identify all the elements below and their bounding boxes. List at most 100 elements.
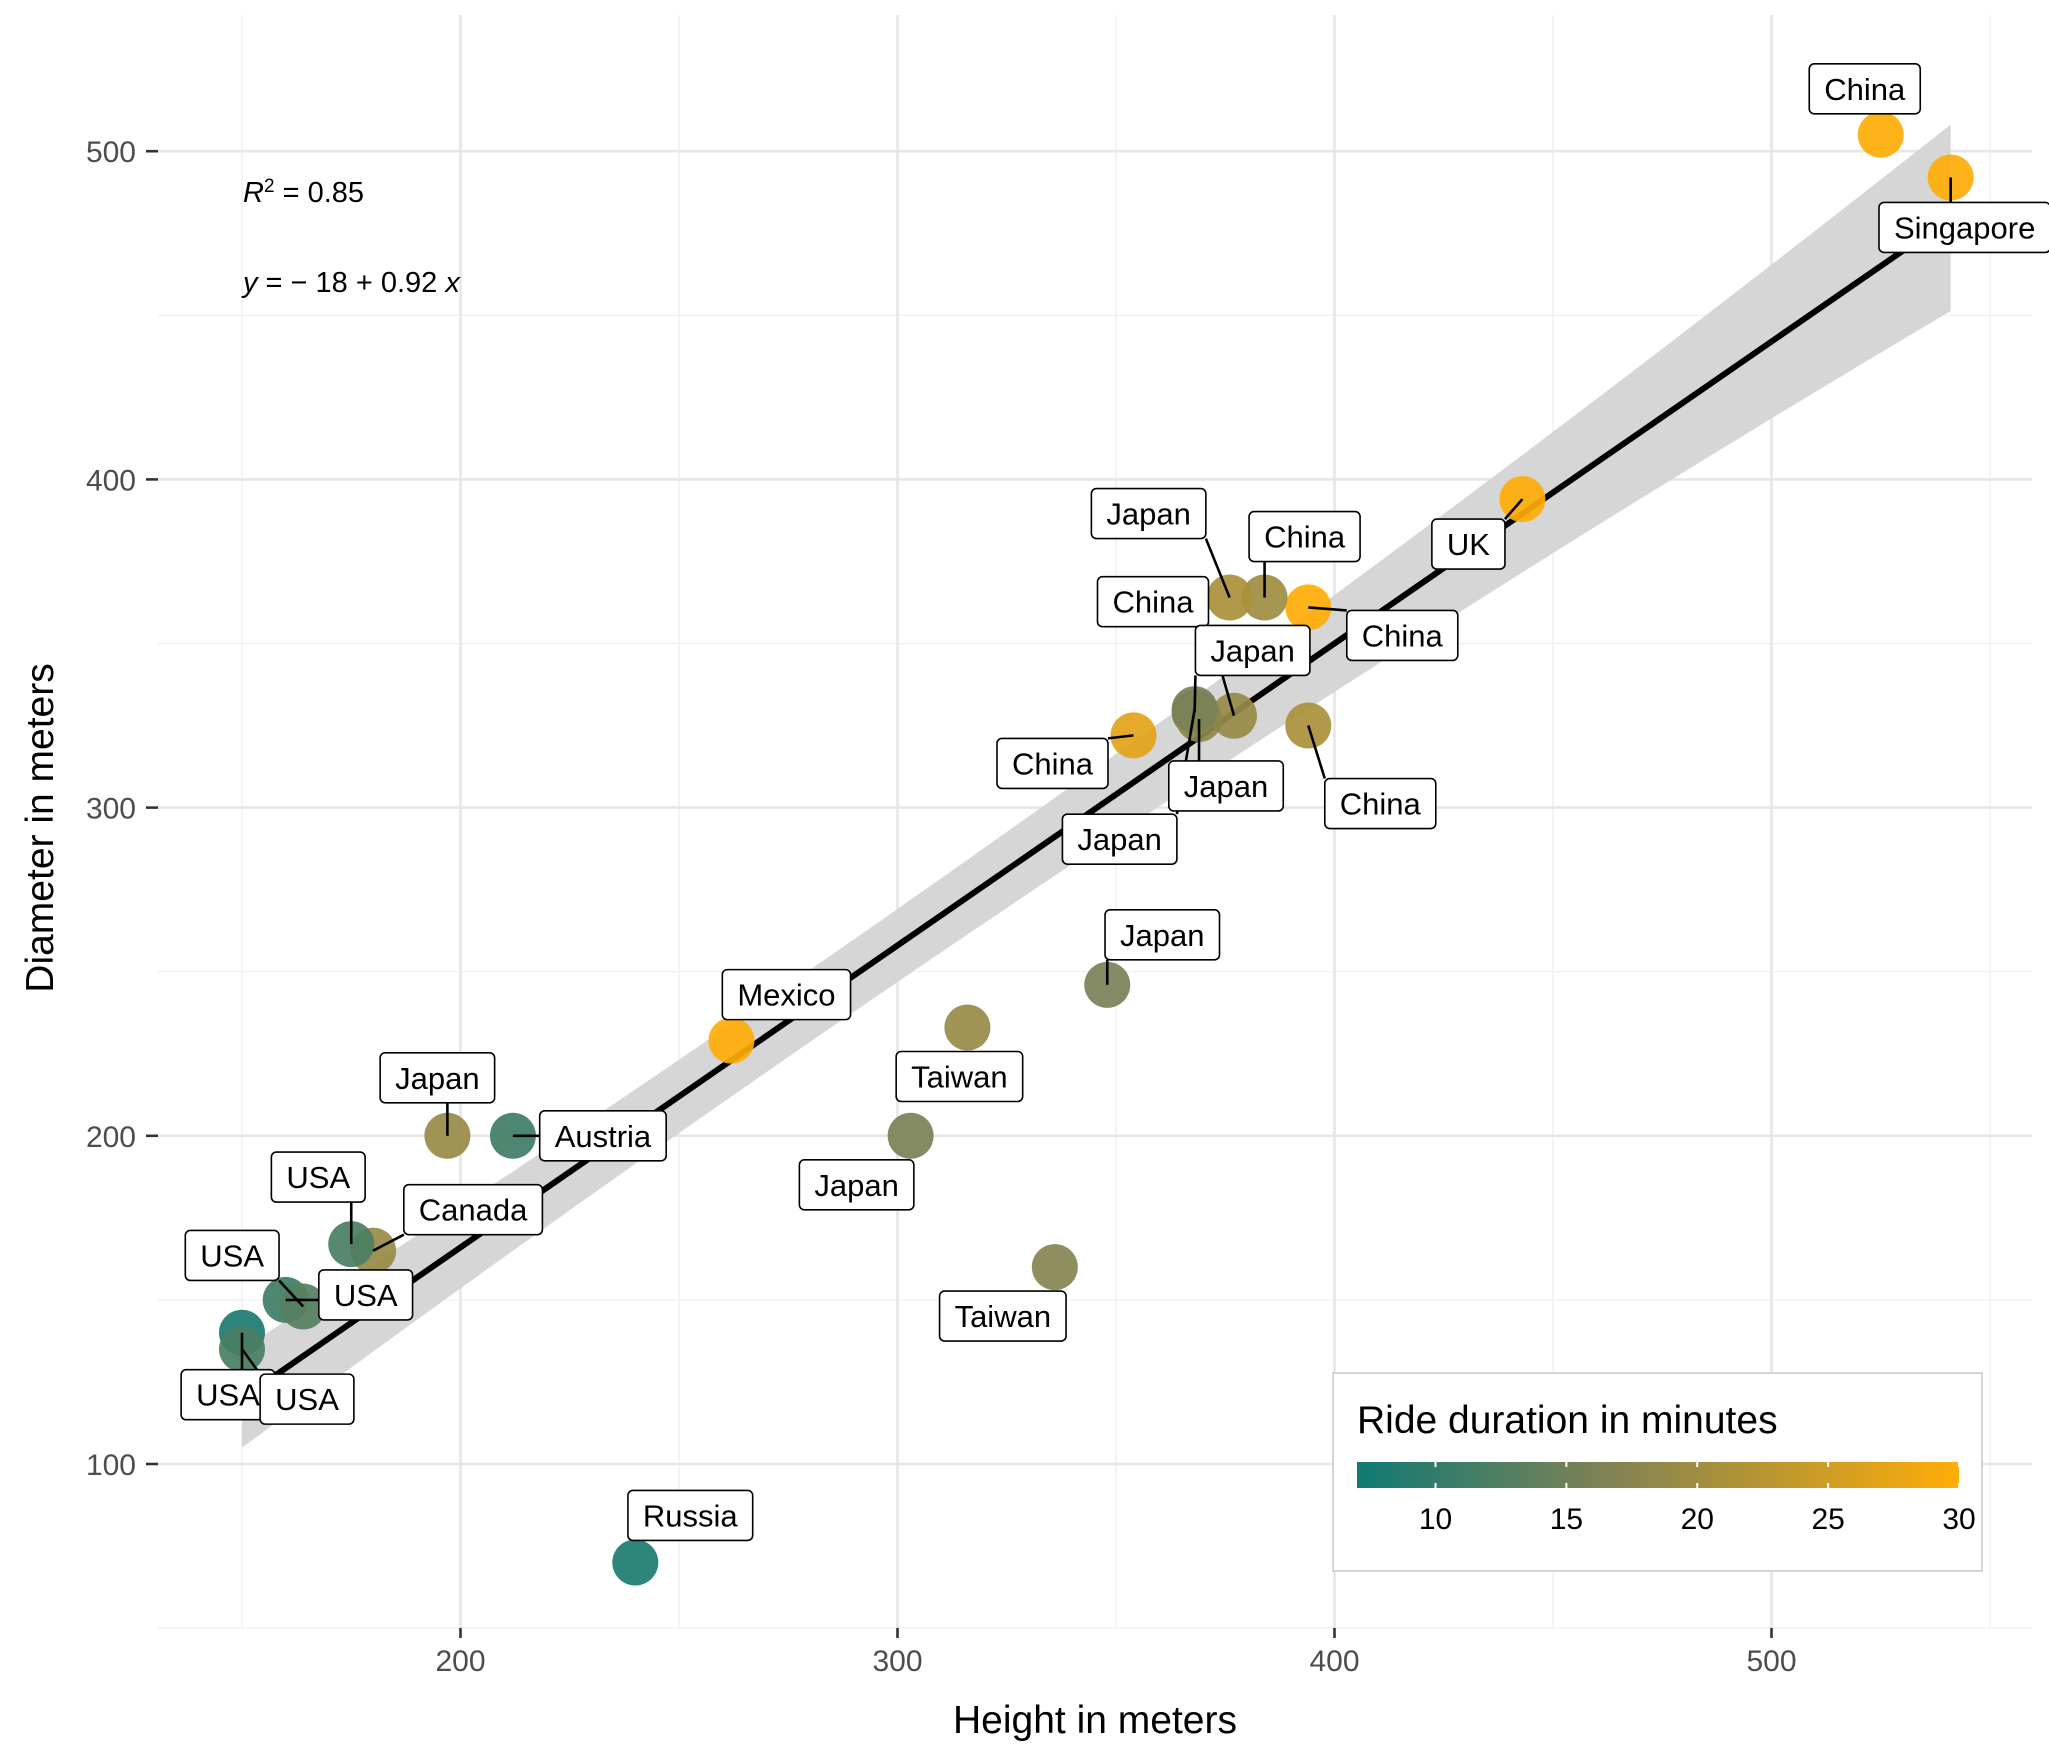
point-label: Japan	[1090, 487, 1207, 540]
point-label-text: UK	[1447, 527, 1490, 562]
point-label: Canada	[403, 1183, 544, 1236]
point-label-text: Japan	[814, 1168, 898, 1203]
x-tick-label: 200	[435, 1645, 485, 1678]
point-label-box	[1431, 518, 1506, 570]
axes: 200 300 400 500 100 200 300 400 500	[86, 136, 1797, 1678]
point-label-text: Taiwan	[955, 1299, 1052, 1334]
point-label-text: Japan	[1106, 497, 1190, 532]
y-tick-label: 500	[86, 136, 136, 169]
label-leader-line	[1503, 498, 1524, 520]
point-label-text: USA	[286, 1160, 350, 1195]
label-leader-line	[278, 1279, 305, 1308]
data-point	[887, 1112, 934, 1159]
point-label: China	[1248, 510, 1361, 563]
point-label-box	[1808, 62, 1922, 115]
point-label: Taiwan	[938, 1290, 1067, 1342]
point-label-text: Japan	[1077, 822, 1161, 857]
data-point	[708, 1017, 755, 1064]
data-point	[1857, 111, 1904, 158]
point-label-box	[1061, 813, 1178, 865]
point-label-box	[895, 1050, 1024, 1103]
point-label-box	[627, 1489, 754, 1542]
y-tick-label: 400	[86, 464, 136, 497]
label-leader-line	[1204, 538, 1231, 599]
label-leader-line	[1308, 606, 1347, 612]
data-point	[612, 1539, 659, 1586]
point-label-box	[938, 1290, 1067, 1342]
y-tick-label: 300	[86, 793, 136, 826]
point-label-text: Austria	[555, 1119, 652, 1154]
label-leader-line	[1307, 725, 1327, 779]
x-tick-label: 300	[872, 1645, 922, 1678]
stat-annotation: R2 = 0.85 y = − 18 + 0.92 x	[241, 176, 461, 300]
x-tick-label: 400	[1309, 1645, 1359, 1678]
point-label-text: Japan	[395, 1061, 479, 1096]
data-point	[1031, 1244, 1078, 1291]
point-label-text: China	[1340, 787, 1422, 822]
point-label-text: Japan	[1210, 633, 1294, 668]
legend-tick-label: 25	[1811, 1503, 1844, 1536]
point-label-text: USA	[196, 1378, 260, 1413]
point-label-box	[259, 1373, 355, 1425]
point-label-text: China	[1264, 520, 1346, 555]
y-tick-label: 200	[86, 1121, 136, 1154]
data-point	[944, 1004, 991, 1051]
point-label: China	[1096, 575, 1210, 628]
legend-ticks: 10 15 20 25 30	[1419, 1462, 1976, 1536]
point-label-box	[403, 1183, 544, 1236]
point-label: Japan	[379, 1052, 496, 1104]
point-label-text: Mexico	[737, 978, 835, 1013]
point-label-text: Russia	[643, 1498, 739, 1533]
point-label-text: China	[1824, 72, 1906, 107]
point-label-text: USA	[334, 1278, 398, 1313]
point-label: Taiwan	[895, 1050, 1024, 1103]
point-label: China	[1808, 62, 1922, 115]
point-label: USA	[270, 1151, 366, 1203]
point-label-box	[996, 737, 1109, 790]
point-label-box	[798, 1159, 915, 1211]
point-label: Japan	[1194, 624, 1311, 677]
point-label: USA	[259, 1373, 355, 1425]
point-label: Japan	[1104, 909, 1221, 961]
point-label: Japan	[1167, 760, 1285, 812]
point-label-box	[184, 1229, 280, 1282]
point-label-box	[1104, 909, 1221, 961]
point-label: Singapore	[1878, 201, 2049, 254]
y-axis-title: Diameter in meters	[19, 663, 62, 992]
point-label-text: Canada	[419, 1193, 528, 1228]
label-leader-line	[1107, 734, 1134, 740]
point-label-box	[1878, 201, 2049, 254]
point-label-box	[1096, 575, 1210, 628]
point-label-box	[538, 1110, 667, 1162]
legend-title: Ride duration in minutes	[1357, 1399, 1778, 1442]
point-label-box	[1345, 609, 1459, 662]
point-label-text: China	[1112, 585, 1194, 620]
point-label: Japan	[798, 1159, 915, 1211]
r-squared-text: R2 = 0.85	[243, 176, 364, 210]
point-label-text: China	[1012, 746, 1094, 781]
point-label: UK	[1431, 518, 1506, 570]
point-label-box	[318, 1269, 414, 1321]
point-label-box	[1167, 760, 1285, 812]
x-axis-title: Height in meters	[953, 1699, 1237, 1742]
point-label-text: Japan	[1184, 769, 1268, 804]
point-label-text: China	[1362, 618, 1444, 653]
point-label: Austria	[538, 1110, 667, 1162]
point-label: USA	[180, 1368, 276, 1421]
point-label: Mexico	[721, 968, 852, 1021]
legend-tick-label: 20	[1681, 1503, 1714, 1536]
point-label-box	[1090, 487, 1207, 540]
y-tick-label: 100	[86, 1449, 136, 1482]
equation-text: y = − 18 + 0.92 x	[241, 267, 461, 299]
point-label: USA	[184, 1229, 280, 1282]
point-label-box	[721, 968, 852, 1021]
legend-tick-label: 15	[1550, 1503, 1583, 1536]
legend-colorbar	[1357, 1462, 1959, 1488]
point-label-box	[1323, 777, 1437, 830]
legend-tick-label: 30	[1942, 1503, 1975, 1536]
point-label: China	[1323, 777, 1437, 830]
x-tick-label: 500	[1746, 1645, 1796, 1678]
point-label-text: USA	[275, 1382, 339, 1417]
point-label-box	[270, 1151, 366, 1203]
